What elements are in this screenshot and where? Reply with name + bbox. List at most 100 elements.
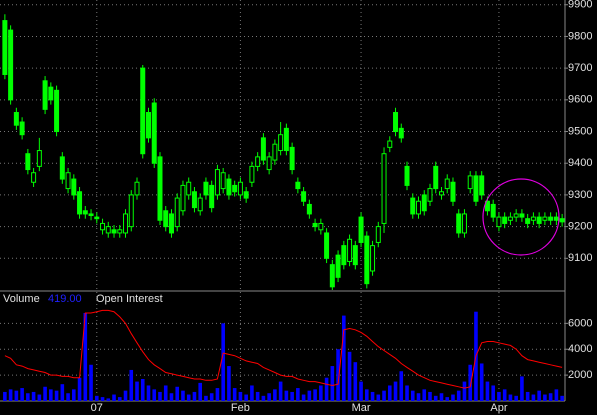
candle-body xyxy=(25,153,31,171)
volume-bar xyxy=(100,397,105,401)
candle-body xyxy=(456,213,462,234)
y-tick-label: 4000 xyxy=(568,343,592,355)
candle-body xyxy=(191,191,197,209)
volume-bar xyxy=(313,389,317,401)
candle-body xyxy=(140,67,146,155)
candle-body xyxy=(461,213,467,234)
volume-bar xyxy=(94,395,99,401)
candle-body xyxy=(255,156,261,167)
volume-bar xyxy=(531,394,536,401)
volume-bar xyxy=(319,385,323,401)
volume-bar xyxy=(273,389,277,401)
candle-body xyxy=(145,112,151,139)
candle-body xyxy=(416,200,422,215)
candle-body xyxy=(329,264,335,288)
volume-bar xyxy=(537,390,541,401)
volume-bar xyxy=(181,390,185,401)
candle-body xyxy=(404,165,410,186)
candle-body xyxy=(358,216,364,243)
candle-body xyxy=(364,235,370,285)
candle-body xyxy=(473,175,479,202)
volume-bar xyxy=(278,381,283,401)
candle-body xyxy=(197,197,203,212)
candle-body xyxy=(42,80,48,110)
volume-bar xyxy=(89,364,93,401)
x-tick-label: Apr xyxy=(490,402,507,414)
volume-bar xyxy=(238,391,243,401)
candle-body xyxy=(157,156,163,221)
y-tick-label: 2000 xyxy=(568,369,592,381)
candle-body xyxy=(542,216,548,221)
candle-body xyxy=(484,200,490,212)
candle-body xyxy=(421,194,427,212)
y-tick-label: 9500 xyxy=(568,125,592,137)
candle-body xyxy=(203,181,209,196)
volume-bar xyxy=(60,384,65,401)
volume-bar xyxy=(43,386,47,401)
volume-bar xyxy=(330,366,335,401)
x-tick-label: Feb xyxy=(231,402,250,414)
volume-bar xyxy=(72,389,76,401)
volume-bar xyxy=(192,391,197,401)
y-tick-label: 6000 xyxy=(568,317,592,329)
candle-body xyxy=(65,172,71,190)
volume-bar xyxy=(502,389,507,401)
volume-bar xyxy=(485,381,490,401)
volume-bar xyxy=(163,385,168,401)
y-tick-label: 9400 xyxy=(568,157,592,169)
volume-bar xyxy=(307,390,312,401)
candle-body xyxy=(220,172,226,190)
candle-body xyxy=(381,153,387,224)
candle-body xyxy=(237,181,243,196)
candle-body xyxy=(19,121,25,136)
volume-bar xyxy=(428,391,432,401)
volume-bar xyxy=(370,391,375,401)
candle-body xyxy=(174,197,180,228)
candle-body xyxy=(387,140,393,148)
volume-bar xyxy=(209,393,214,401)
volume-bar xyxy=(232,388,237,401)
candle-body xyxy=(209,184,215,209)
volume-bar xyxy=(186,394,191,401)
volume-readout: 419.00 xyxy=(48,293,82,305)
volume-bar xyxy=(26,393,30,401)
candle-body xyxy=(301,191,307,202)
candle-body xyxy=(433,165,439,190)
candle-body xyxy=(186,181,192,196)
volume-bar xyxy=(117,397,122,401)
volume-bar xyxy=(439,393,444,401)
volume-bar xyxy=(548,393,553,401)
candle-body xyxy=(479,175,485,196)
volume-bar xyxy=(416,393,421,401)
volume-bar xyxy=(14,390,19,401)
volume-bar xyxy=(445,397,450,401)
candle-body xyxy=(347,238,353,262)
candle-body xyxy=(134,181,140,196)
volume-bar xyxy=(491,385,495,401)
volume-bar xyxy=(20,388,24,401)
volume-bar xyxy=(54,390,59,401)
candle-body xyxy=(352,245,358,266)
candle-body xyxy=(536,216,542,224)
candle-body xyxy=(370,245,376,272)
candle-body xyxy=(151,102,157,164)
volume-bar xyxy=(393,381,398,401)
candle-body xyxy=(393,112,399,133)
volume-bar xyxy=(267,393,271,401)
volume-bar xyxy=(525,391,530,401)
candle-body xyxy=(318,222,324,231)
candle-body xyxy=(128,194,134,228)
candle-body xyxy=(266,156,272,171)
candle-body xyxy=(427,188,433,202)
candle-body xyxy=(467,175,473,190)
candle-body xyxy=(410,197,416,215)
volume-bar xyxy=(112,394,116,401)
candle-body xyxy=(507,216,513,221)
candle-body xyxy=(559,218,565,223)
volume-bar xyxy=(83,313,88,401)
volume-bar xyxy=(560,395,564,401)
candle-body xyxy=(88,213,94,217)
volume-bar xyxy=(336,349,340,401)
volume-bar xyxy=(347,351,352,401)
